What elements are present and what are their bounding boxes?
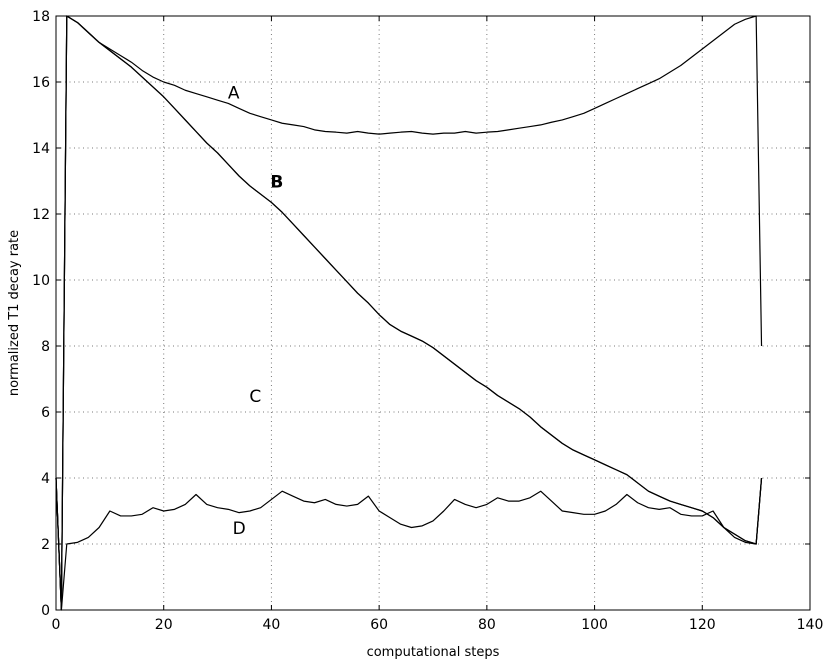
series-b-line [55,15,763,611]
y-tick-label: 4 [41,471,50,487]
y-axis-label: normalized T1 decay rate [7,230,22,396]
series-b-label: B [270,173,283,193]
series-c-label: C [249,387,261,407]
series-d-label: D [233,519,246,539]
x-tick-label: 40 [263,617,281,633]
series-d-line [55,477,763,611]
y-tick-label: 6 [41,405,50,421]
y-tick-label: 2 [41,537,50,553]
series-a-label: A [228,84,240,104]
x-tick-label: 60 [370,617,388,633]
y-tick-labels: 0 2 4 6 8 10 12 14 16 18 [32,9,810,619]
x-tick-label: 0 [52,617,61,633]
y-tick-label: 18 [32,9,50,25]
y-tick-label: 0 [41,603,50,619]
series-lines [55,15,763,611]
y-tick-label: 14 [32,141,50,157]
series-labels: A B C D [228,84,283,540]
x-tick-label: 20 [155,617,173,633]
y-tick-label: 10 [32,273,50,289]
y-tick-label: 16 [32,75,50,91]
x-tick-label: 100 [581,617,608,633]
y-tick-label: 8 [41,339,50,355]
series-a-line [55,15,763,611]
plot-frame [55,15,811,611]
series-c-line [55,15,763,611]
x-tick-label: 140 [797,617,824,633]
x-tick-label: 80 [478,617,496,633]
x-tick-labels: 0 20 40 60 80 100 120 140 [52,16,824,633]
x-tick-label: 120 [689,617,716,633]
y-tick-label: 12 [32,207,50,223]
x-axis-label: computational steps [367,645,500,660]
